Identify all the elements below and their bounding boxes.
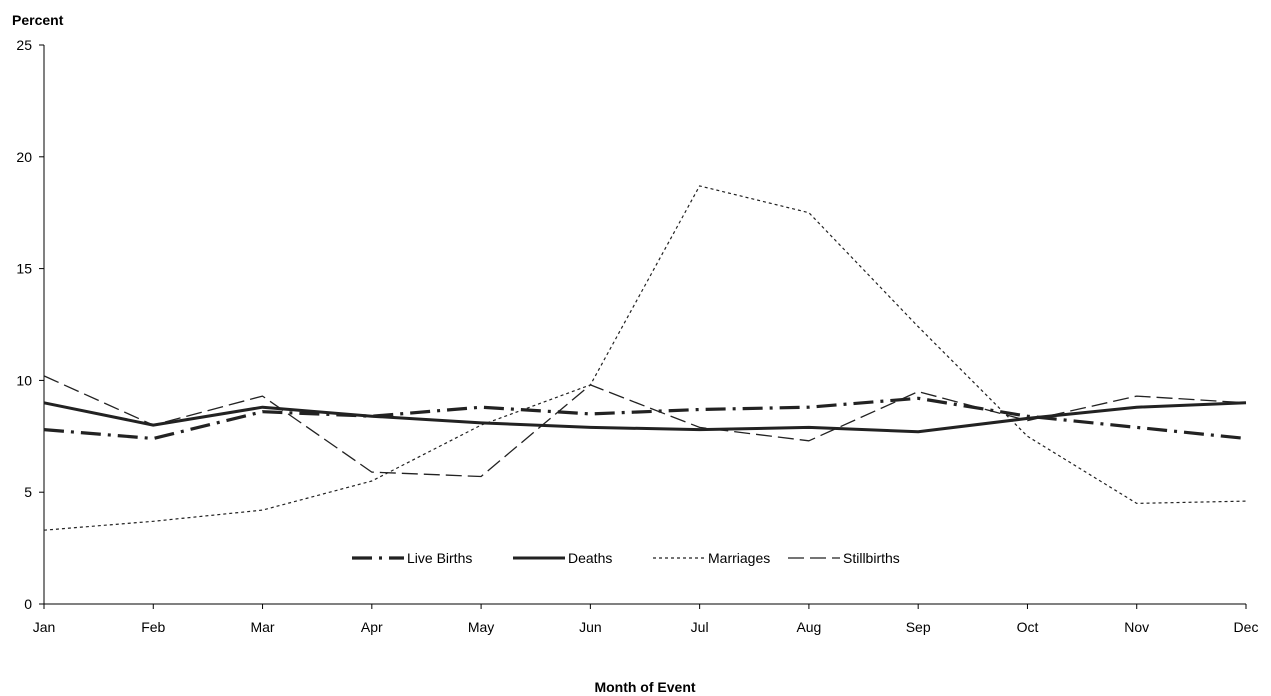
y-ticks: 0 5 10 15 20 25 (16, 37, 44, 612)
series-line-stillbirths (43, 375, 1247, 478)
x-tick-label: Dec (1234, 619, 1259, 635)
y-axis-title: Percent (12, 12, 64, 28)
x-tick-label: Feb (141, 619, 165, 635)
y-tick-label: 0 (24, 596, 32, 612)
legend: Live Births Deaths Marriages Stillbirths (352, 550, 900, 566)
x-tick-label: Jun (579, 619, 602, 635)
x-tick-label: Jan (33, 619, 56, 635)
x-tick-label: Mar (250, 619, 274, 635)
x-tick-label: Jul (691, 619, 709, 635)
series-line-marriages (43, 185, 1247, 531)
x-tick-label: Oct (1017, 619, 1039, 635)
series-line-live-births (43, 396, 1247, 441)
legend-label: Live Births (407, 550, 472, 566)
y-tick-label: 5 (24, 484, 32, 500)
series-layer (43, 185, 1247, 531)
x-axis-title: Month of Event (594, 679, 695, 695)
x-tick-label: Apr (361, 619, 383, 635)
y-tick-label: 10 (16, 372, 32, 388)
legend-label: Deaths (568, 550, 612, 566)
y-tick-label: 25 (16, 37, 32, 53)
y-tick-label: 20 (16, 149, 32, 165)
legend-label: Stillbirths (843, 550, 900, 566)
series-line-deaths (43, 401, 1247, 434)
x-tick-label: Aug (796, 619, 821, 635)
x-tick-label: May (468, 619, 494, 635)
y-tick-label: 15 (16, 261, 32, 277)
x-ticks: Jan Feb Mar Apr May Jun Jul Aug Sep Oct Nov Dec (33, 604, 1259, 635)
x-tick-label: Sep (906, 619, 931, 635)
x-tick-label: Nov (1124, 619, 1149, 635)
axes (43, 45, 1246, 605)
legend-label: Marriages (708, 550, 770, 566)
